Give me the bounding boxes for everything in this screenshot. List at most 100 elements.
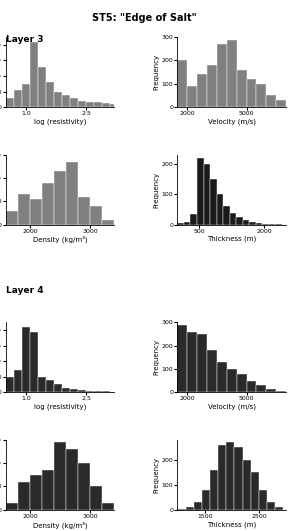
Bar: [102, 220, 114, 225]
Bar: [207, 65, 217, 107]
Bar: [94, 102, 102, 107]
Bar: [54, 171, 66, 225]
X-axis label: Density (kg/m³): Density (kg/m³): [33, 521, 87, 528]
Bar: [42, 470, 54, 510]
Bar: [218, 445, 226, 510]
Bar: [234, 447, 243, 510]
Bar: [62, 388, 70, 392]
Bar: [38, 67, 46, 107]
Bar: [197, 334, 207, 392]
X-axis label: Thickness (m): Thickness (m): [207, 236, 256, 243]
Bar: [247, 79, 256, 107]
Bar: [177, 61, 187, 107]
Y-axis label: Frequency: Frequency: [153, 339, 160, 375]
Bar: [259, 490, 267, 510]
X-axis label: log (resistivity): log (resistivity): [34, 118, 86, 125]
Bar: [78, 196, 90, 225]
Bar: [243, 460, 251, 510]
Bar: [6, 503, 18, 510]
Bar: [6, 376, 14, 392]
Bar: [186, 507, 194, 510]
Bar: [247, 381, 256, 392]
Bar: [102, 391, 110, 392]
Bar: [177, 223, 184, 225]
Bar: [30, 199, 42, 225]
Bar: [102, 103, 110, 107]
Bar: [226, 442, 234, 510]
Bar: [66, 162, 78, 225]
Bar: [78, 390, 86, 392]
Bar: [227, 39, 237, 107]
Bar: [243, 220, 249, 225]
Bar: [177, 509, 186, 510]
Bar: [210, 470, 218, 510]
Bar: [256, 223, 262, 225]
Bar: [78, 463, 90, 510]
Bar: [187, 331, 197, 392]
Bar: [62, 95, 70, 107]
Bar: [54, 442, 66, 510]
Bar: [269, 224, 275, 225]
Bar: [266, 389, 276, 392]
Bar: [267, 502, 275, 510]
Bar: [256, 84, 266, 107]
Bar: [216, 194, 223, 225]
Bar: [203, 164, 210, 225]
Bar: [78, 101, 86, 107]
Bar: [102, 503, 114, 510]
Bar: [90, 486, 102, 510]
Text: Layer 4: Layer 4: [6, 286, 43, 295]
Bar: [197, 74, 207, 107]
Bar: [14, 371, 22, 392]
Y-axis label: Frequency: Frequency: [153, 172, 160, 208]
Bar: [177, 324, 187, 392]
Bar: [94, 391, 102, 392]
Bar: [251, 472, 259, 510]
Bar: [30, 475, 42, 510]
Bar: [249, 221, 256, 225]
Text: ST5: "Edge of Salt": ST5: "Edge of Salt": [92, 13, 197, 23]
Bar: [18, 194, 30, 225]
Bar: [70, 98, 78, 107]
Bar: [46, 380, 54, 392]
Bar: [30, 331, 38, 392]
Bar: [236, 217, 243, 225]
Bar: [54, 384, 62, 392]
Bar: [22, 84, 30, 107]
Bar: [46, 82, 54, 107]
Bar: [42, 183, 54, 225]
X-axis label: Density (kg/m³): Density (kg/m³): [33, 236, 87, 243]
Bar: [22, 327, 30, 392]
Bar: [202, 490, 210, 510]
Bar: [187, 86, 197, 107]
Bar: [256, 385, 266, 392]
Bar: [275, 507, 284, 510]
Bar: [197, 158, 203, 225]
Bar: [266, 96, 276, 107]
Bar: [86, 391, 94, 392]
Bar: [276, 391, 286, 392]
Text: Layer 3: Layer 3: [6, 35, 43, 44]
Bar: [90, 206, 102, 225]
X-axis label: Thickness (m): Thickness (m): [207, 521, 256, 527]
Bar: [38, 376, 46, 392]
Y-axis label: Frequency: Frequency: [153, 54, 160, 90]
Bar: [207, 350, 217, 392]
Bar: [18, 482, 30, 510]
Bar: [237, 70, 247, 107]
Bar: [217, 362, 227, 392]
Bar: [70, 389, 78, 392]
Bar: [194, 502, 202, 510]
X-axis label: log (resistivity): log (resistivity): [34, 404, 86, 410]
Bar: [66, 449, 78, 510]
Bar: [210, 179, 216, 225]
Bar: [54, 91, 62, 107]
Bar: [30, 42, 38, 107]
Bar: [237, 373, 247, 392]
Bar: [227, 369, 237, 392]
Bar: [184, 221, 190, 225]
Bar: [262, 224, 269, 225]
Y-axis label: Frequency: Frequency: [153, 457, 160, 493]
Bar: [223, 207, 229, 225]
Bar: [229, 212, 236, 225]
